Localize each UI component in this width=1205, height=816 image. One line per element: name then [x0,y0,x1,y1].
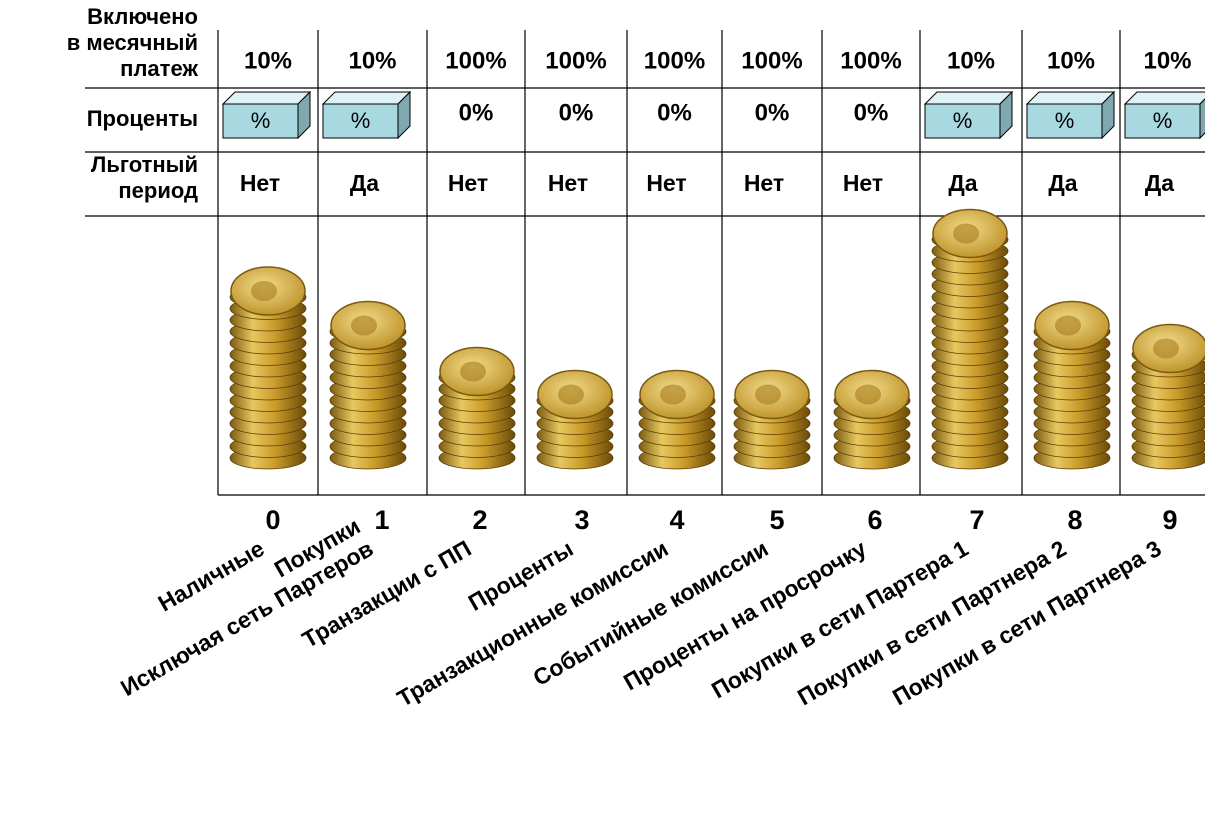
interest-value: 0% [459,99,494,126]
grace-value: Да [350,170,379,196]
grace-value: Нет [548,170,588,196]
column-number: 7 [969,505,984,535]
interest-value: 0% [755,99,790,126]
grace-value: Нет [843,170,883,196]
coin-portrait [251,281,277,301]
box-top [221,91,312,105]
row-label: в месячный [67,30,198,55]
box-front [222,103,299,139]
included-value: 10% [1047,47,1095,74]
coin-portrait [855,384,881,405]
included-value: 10% [244,47,292,74]
coin-portrait [1153,338,1179,359]
included-value: 10% [947,47,995,74]
column-number: 4 [669,505,684,535]
included-value: 10% [348,47,396,74]
row-label: Включено [87,4,198,29]
column-number: 9 [1162,505,1177,535]
interest-value: 0% [559,99,594,126]
included-value: 10% [1143,47,1191,74]
column-number: 3 [574,505,589,535]
box-front [1026,103,1103,139]
grace-value: Нет [646,170,686,196]
grace-value: Нет [744,170,784,196]
column-number: 8 [1067,505,1082,535]
coin-portrait [558,384,584,405]
grace-value: Нет [448,170,488,196]
included-value: 100% [840,47,901,74]
box-top [1025,91,1116,105]
box-front [1124,103,1201,139]
grace-value: Да [1048,170,1077,196]
grace-value: Нет [240,170,280,196]
included-value: 100% [545,47,606,74]
coin-portrait [953,223,979,244]
interest-value: % [351,108,371,133]
row-label: Льготный [91,152,198,177]
row-label: платеж [120,56,198,81]
box-top [1123,91,1205,105]
box-top [923,91,1014,105]
row-label: период [118,178,198,203]
interest-value: % [953,108,973,133]
interest-value: % [1153,108,1173,133]
interest-value: 0% [854,99,889,126]
included-value: 100% [445,47,506,74]
interest-value: 0% [657,99,692,126]
included-value: 100% [644,47,705,74]
interest-value: % [251,108,271,133]
box-front [924,103,1001,139]
column-number: 0 [265,505,280,535]
included-value: 100% [741,47,802,74]
column-number: 1 [374,505,389,535]
interest-value: % [1055,108,1075,133]
box-front [322,103,399,139]
coin-portrait [460,361,486,382]
column-number: 6 [867,505,882,535]
column-number: 5 [769,505,784,535]
coin-portrait [351,315,377,336]
coin-portrait [660,384,686,405]
box-top [321,91,412,105]
coin-portrait [1055,315,1081,336]
grace-value: Да [1145,170,1174,196]
coin-portrait [755,384,781,405]
column-number: 2 [472,505,487,535]
grace-value: Да [948,170,977,196]
row-label: Проценты [87,106,198,131]
